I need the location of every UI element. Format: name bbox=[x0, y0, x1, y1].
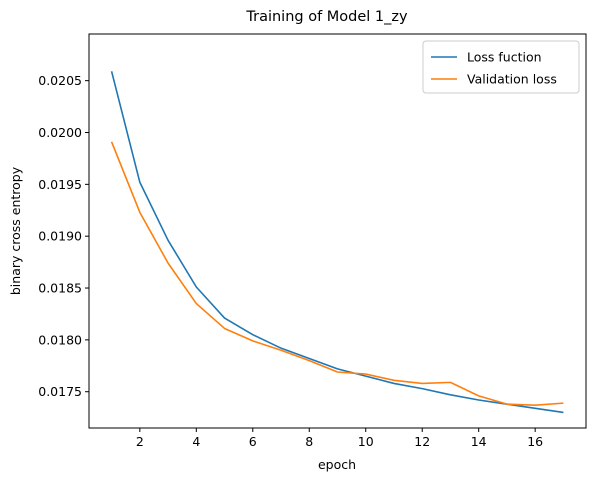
y-tick-label: 0.0200 bbox=[38, 125, 82, 140]
legend: Loss fuction Validation loss bbox=[422, 40, 580, 94]
series-line-2 bbox=[110, 141, 564, 406]
x-tick-label: 12 bbox=[414, 434, 430, 449]
y-tick-label: 0.0180 bbox=[38, 332, 82, 347]
chart-title: Training of Model 1_zy bbox=[245, 9, 408, 25]
y-axis-label: binary cross entropy bbox=[8, 166, 23, 295]
x-tick-label: 4 bbox=[192, 434, 200, 449]
x-axis: 2 4 6 8 10 12 14 16 bbox=[136, 428, 543, 449]
plot-frame bbox=[88, 33, 587, 429]
y-tick-label: 0.0195 bbox=[38, 177, 82, 192]
x-tick-label: 2 bbox=[136, 434, 144, 449]
x-tick-label: 14 bbox=[471, 434, 487, 449]
plot-lines bbox=[110, 71, 564, 414]
legend-box bbox=[422, 40, 580, 94]
y-tick-label: 0.0205 bbox=[38, 73, 82, 88]
x-tick-label: 16 bbox=[527, 434, 543, 449]
x-tick-label: 6 bbox=[249, 434, 257, 449]
x-tick-label: 10 bbox=[358, 434, 374, 449]
legend-label: Loss fuction bbox=[467, 50, 542, 65]
y-tick-label: 0.0185 bbox=[38, 281, 82, 296]
y-tick-label: 0.0190 bbox=[38, 229, 82, 244]
y-tick-label: 0.0175 bbox=[38, 384, 82, 399]
x-tick-label: 8 bbox=[305, 434, 313, 449]
x-axis-label: epoch bbox=[318, 457, 356, 472]
y-axis: 0.0175 0.0180 0.0185 0.0190 0.0195 0.0200 0.02… bbox=[38, 73, 89, 399]
series-line-1 bbox=[110, 71, 564, 414]
legend-label: Validation loss bbox=[467, 72, 557, 87]
